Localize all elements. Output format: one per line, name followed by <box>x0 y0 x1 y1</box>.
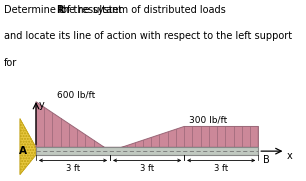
Text: 300 lb/ft: 300 lb/ft <box>189 115 227 124</box>
Text: Determine the resultant: Determine the resultant <box>4 5 125 14</box>
Text: 600 lb/ft: 600 lb/ft <box>57 90 95 100</box>
Text: 3 ft: 3 ft <box>66 165 80 173</box>
Polygon shape <box>20 119 36 175</box>
Text: Determine the resultant R: Determine the resultant R <box>4 5 132 14</box>
Text: R: R <box>56 5 64 14</box>
Text: B: B <box>263 155 270 165</box>
Text: of the system of distributed loads: of the system of distributed loads <box>58 5 226 14</box>
Text: Determine the resultant R: Determine the resultant R <box>4 5 148 14</box>
Polygon shape <box>36 102 258 151</box>
Text: y: y <box>39 100 45 110</box>
Text: 3 ft: 3 ft <box>214 165 228 173</box>
Text: for: for <box>4 58 17 68</box>
Bar <box>36 147 258 155</box>
Text: and locate its line of action with respect to the left support: and locate its line of action with respe… <box>4 31 292 41</box>
Text: x: x <box>287 151 293 161</box>
Text: 3 ft: 3 ft <box>140 165 154 173</box>
Text: A: A <box>19 146 27 156</box>
